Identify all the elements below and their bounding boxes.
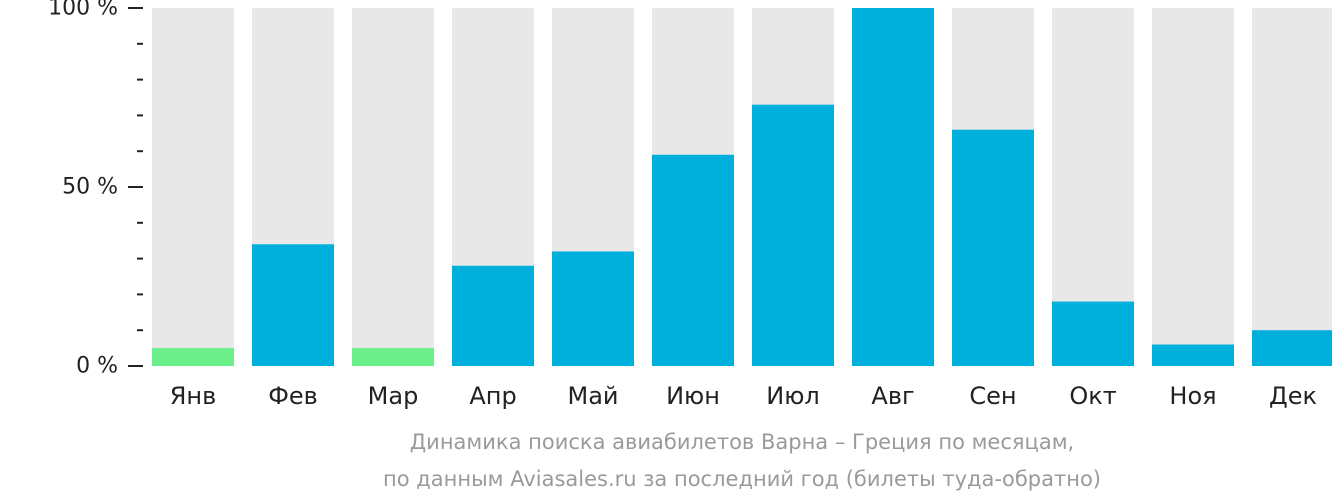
bar-7 xyxy=(752,104,834,366)
bar-1 xyxy=(152,348,234,366)
x-tick-label: Июл xyxy=(766,382,820,410)
bar-3 xyxy=(352,348,434,366)
x-tick-label: Ноя xyxy=(1169,382,1216,410)
bar-6 xyxy=(652,154,734,366)
bar-10 xyxy=(1052,301,1134,366)
bar-8 xyxy=(852,8,934,366)
bar-2 xyxy=(252,244,334,366)
bars xyxy=(152,8,1332,366)
x-axis-labels: Янв Фев Мар Апр Май Июн Июл Авг Сен Окт Ноя Дек xyxy=(170,382,1317,410)
x-tick-label: Янв xyxy=(170,382,217,410)
chart-caption-line-1: Динамика поиска авиабилетов Варна – Грец… xyxy=(409,430,1075,454)
x-tick-label: Мар xyxy=(368,382,419,410)
bar-5 xyxy=(552,251,634,366)
x-tick-label: Авг xyxy=(871,382,914,410)
bar-4 xyxy=(452,265,534,366)
chart-caption-line-2: по данным Aviasales.ru за последний год … xyxy=(383,467,1101,491)
y-tick-label: 0 % xyxy=(76,354,118,379)
bar-11 xyxy=(1152,344,1234,366)
x-tick-label: Апр xyxy=(469,382,516,410)
bar-track xyxy=(352,8,434,366)
x-tick-label: Июн xyxy=(666,382,720,410)
bar-chart: 0 % 50 % 100 % Янв Фев Мар Апр Май Июн Июл Авг Сен… xyxy=(48,0,1332,410)
x-tick-label: Май xyxy=(567,382,618,410)
x-tick-label: Окт xyxy=(1069,382,1116,410)
x-tick-label: Фев xyxy=(268,382,318,410)
bar-track xyxy=(1252,8,1332,366)
y-axis: 0 % 50 % 100 % xyxy=(48,0,143,379)
bar-9 xyxy=(952,129,1034,366)
y-tick-label: 50 % xyxy=(62,175,118,200)
bar-track xyxy=(152,8,234,366)
x-tick-label: Сен xyxy=(969,382,1016,410)
bar-12 xyxy=(1252,330,1332,366)
y-tick-label: 100 % xyxy=(48,0,118,21)
x-tick-label: Дек xyxy=(1269,382,1317,410)
bar-track xyxy=(1152,8,1234,366)
